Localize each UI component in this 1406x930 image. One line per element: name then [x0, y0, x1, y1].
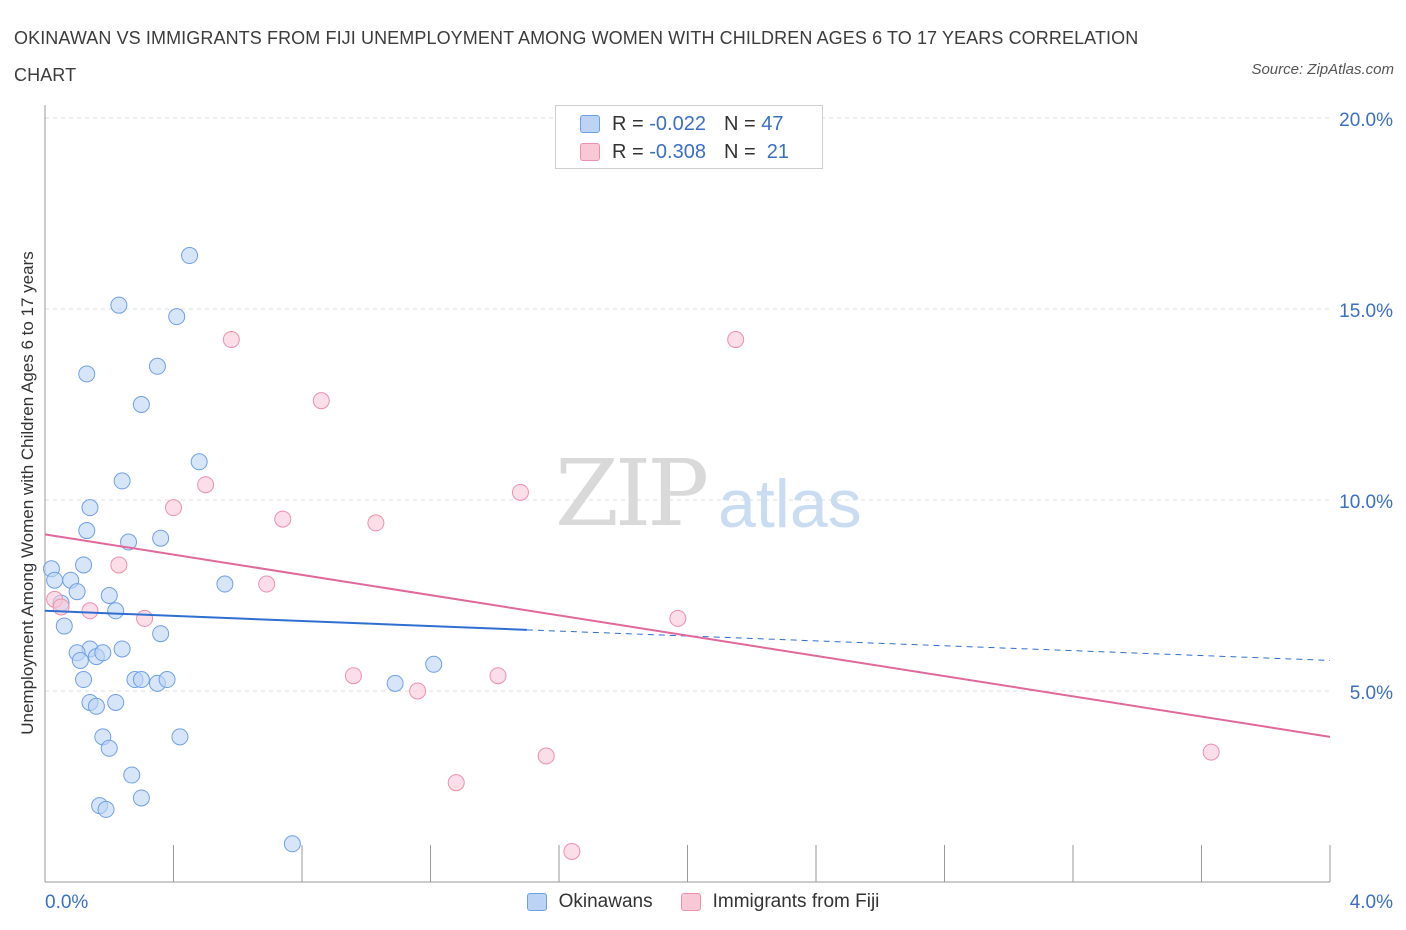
okinawans-swatch — [580, 115, 600, 133]
okinawans-point — [386, 674, 404, 692]
series-legend: Okinawans Immigrants from Fiji — [0, 888, 1406, 916]
fiji-point — [312, 392, 330, 410]
okinawans-trend-extension — [526, 629, 1331, 661]
r-label: R = — [612, 140, 644, 163]
fiji-legend-swatch — [680, 893, 701, 911]
fiji-n-value: 21 — [766, 140, 790, 163]
okinawans-point — [71, 651, 89, 669]
fiji-point — [81, 602, 99, 620]
okinawans-point — [75, 671, 93, 689]
okinawans-point — [158, 671, 176, 689]
okinawans-legend-swatch — [526, 893, 547, 911]
okinawans-point — [107, 602, 125, 620]
okinawans-point — [75, 556, 93, 574]
r-label: R = — [612, 112, 644, 135]
okinawans-point — [81, 499, 99, 517]
source-label: Source: ZipAtlas.com — [1251, 61, 1394, 78]
okinawans-point — [132, 789, 150, 807]
okinawans-point — [190, 453, 208, 471]
correlation-legend: R = -0.022 N = 47 R = -0.308 N = 21 — [555, 105, 823, 169]
fiji-swatch — [580, 143, 600, 161]
fiji-point — [489, 667, 507, 685]
fiji-r-value: -0.308 — [649, 140, 706, 163]
okinawans-point — [100, 739, 118, 757]
okinawans-point — [216, 575, 234, 593]
okinawans-point — [181, 247, 199, 265]
fiji-point — [563, 842, 581, 860]
okinawans-point — [113, 640, 131, 658]
okinawans-point — [94, 644, 112, 662]
fiji-point — [409, 682, 427, 700]
okinawans-point — [55, 617, 73, 635]
okinawans-point — [152, 625, 170, 643]
okinawans-point — [171, 728, 189, 746]
fiji-point — [669, 609, 687, 627]
okinawans-point — [107, 693, 125, 711]
okinawans-point — [283, 835, 301, 853]
fiji-point — [222, 331, 240, 349]
okinawans-point — [113, 472, 131, 490]
okinawans-legend-label: Okinawans — [558, 891, 653, 912]
okinawans-point — [148, 357, 166, 375]
fiji-point — [197, 476, 215, 494]
watermark-atlas: atlas — [718, 466, 862, 542]
fiji-point — [258, 575, 276, 593]
y-tick-label: 5.0% — [1350, 683, 1393, 704]
fiji-trend-line — [44, 533, 1331, 738]
y-tick-label: 10.0% — [1339, 492, 1393, 513]
fiji-point — [537, 747, 555, 765]
fiji-point — [344, 667, 362, 685]
okinawans-n-value: 47 — [761, 112, 784, 135]
okinawans-point — [132, 396, 150, 413]
okinawans-point — [152, 529, 170, 547]
fiji-point — [1202, 743, 1220, 761]
n-label: N = — [723, 140, 756, 163]
fiji-legend-label: Immigrants from Fiji — [712, 891, 880, 912]
fiji-point — [274, 510, 292, 528]
legend-row-okinawans: R = -0.022 N = 47 — [580, 111, 783, 137]
fiji-point — [447, 774, 465, 792]
y-tick-label: 20.0% — [1339, 110, 1393, 131]
okinawans-point — [78, 365, 96, 383]
x-tick-label: 0.0% — [45, 892, 88, 913]
fiji-point — [727, 331, 745, 349]
okinawans-point — [87, 697, 105, 715]
fiji-point — [165, 499, 182, 517]
okinawans-r-value: -0.022 — [649, 112, 706, 135]
legend-item-fiji: Immigrants from Fiji — [680, 891, 880, 913]
okinawans-point — [425, 655, 443, 673]
okinawans-point — [123, 766, 141, 784]
okinawans-point — [132, 671, 150, 689]
okinawans-point — [110, 296, 128, 314]
legend-item-okinawans: Okinawans — [526, 891, 653, 913]
okinawans-point — [100, 587, 118, 604]
fiji-point — [367, 514, 385, 532]
fiji-point — [136, 609, 154, 627]
n-label: N = — [723, 112, 756, 135]
okinawans-point — [168, 308, 186, 326]
x-tick-label: 4.0% — [1350, 892, 1393, 913]
fiji-point — [511, 483, 529, 501]
chart-title: OKINAWAN VS IMMIGRANTS FROM FIJI UNEMPLO… — [14, 28, 1139, 85]
okinawans-trend-line — [44, 609, 527, 631]
okinawans-point — [68, 583, 86, 601]
okinawans-point — [78, 522, 96, 540]
watermark-zip: ZIP — [555, 440, 706, 547]
okinawans-point — [97, 800, 115, 818]
okinawans-point — [46, 571, 64, 589]
y-tick-label: 15.0% — [1339, 301, 1393, 322]
legend-row-fiji: R = -0.308 N = 21 — [580, 139, 789, 165]
fiji-point — [110, 556, 128, 574]
